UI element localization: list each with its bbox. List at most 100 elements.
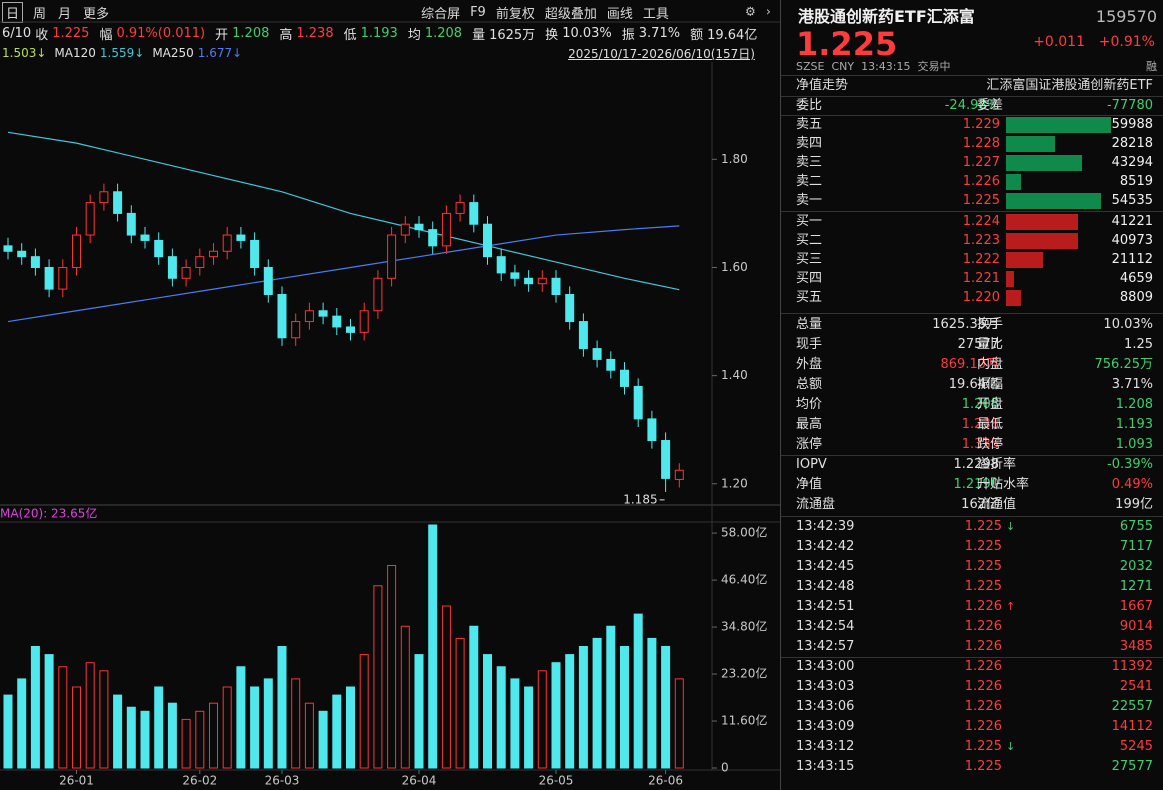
stat-label: 现手 (796, 337, 823, 352)
candle-body (44, 266, 54, 290)
volume-bar (17, 678, 27, 769)
change: +0.011 (1033, 34, 1085, 50)
volume-bar (455, 637, 465, 769)
book-label: 买二 (796, 233, 823, 248)
trade-price: 1.225 (964, 559, 1002, 574)
x-tick-label: 26-02 (182, 774, 217, 788)
volume-bar (332, 694, 342, 769)
info-value: 19.64亿 (707, 27, 758, 43)
period-tab[interactable]: 月 (58, 6, 72, 22)
low-label: 1.185 (623, 492, 657, 506)
x-tick-label: 26-01 (59, 774, 94, 788)
candle-body (414, 223, 424, 231)
volume-bar (537, 670, 547, 769)
candle-body (332, 315, 342, 328)
volume-bar (236, 666, 246, 769)
volume-bar (99, 670, 109, 769)
stat-label: IOPV (796, 457, 827, 472)
candle-body (318, 310, 328, 317)
trade-volume: 22557 (1111, 699, 1153, 714)
trade-volume: 1271 (1119, 579, 1153, 594)
period-tab[interactable]: 更多 (83, 6, 110, 22)
volume-bar (1006, 290, 1022, 306)
info-label: 收 (35, 27, 49, 43)
y-tick-label: 1.60 (721, 260, 748, 274)
volume-bar (1006, 271, 1015, 287)
trade-volume: 1667 (1119, 599, 1153, 614)
candle-body (633, 385, 643, 420)
book-volume: 54535 (1111, 193, 1153, 208)
trade-time: 13:42:48 (796, 579, 855, 594)
tool-button[interactable]: F9 (470, 4, 486, 20)
volume-bar (633, 613, 643, 769)
info-value: 1.208 (232, 25, 270, 41)
diff-label: 委差 (977, 98, 1004, 113)
y-tick-label: 1.80 (721, 152, 748, 166)
volume-bar (304, 702, 314, 769)
tool-button[interactable]: 工具 (642, 6, 669, 22)
divider (781, 313, 1163, 314)
candle-body (195, 256, 205, 268)
stat-label: 外盘 (796, 357, 823, 372)
trade-arrow: ↓ (1006, 740, 1016, 753)
volume-bar (469, 625, 479, 769)
candle-body (496, 256, 506, 274)
trade-volume: 3485 (1119, 639, 1153, 654)
trade-time: 13:43:09 (796, 719, 855, 734)
trade-price: 1.225 (964, 519, 1002, 534)
book-price: 1.222 (962, 252, 1000, 267)
info-label: 6/10 (2, 25, 32, 41)
candle-body (661, 440, 671, 479)
info-label: 均 (407, 27, 421, 43)
book-volume: 28218 (1111, 136, 1153, 151)
candle-body (167, 256, 177, 279)
candle-body (236, 234, 246, 241)
volume-bar (647, 637, 657, 769)
volume-bar (483, 654, 492, 769)
candle-body (387, 234, 397, 279)
volume-bar (428, 524, 438, 769)
stat-label: 换手 (977, 317, 1004, 332)
period-tab[interactable]: 周 (33, 6, 47, 22)
stat-label: 开盘 (977, 397, 1004, 412)
candle-body (209, 250, 218, 258)
tool-button[interactable]: 画线 (606, 6, 633, 22)
collapse-icon[interactable]: › (766, 5, 771, 19)
candle-body (469, 202, 479, 225)
book-price: 1.227 (962, 155, 1000, 170)
tool-button[interactable]: 超级叠加 (544, 6, 597, 22)
info-value: 1.208 (424, 25, 463, 41)
candle-body (578, 321, 588, 350)
volume-bar (30, 646, 40, 769)
book-label: 卖二 (796, 174, 823, 189)
stat-label: 最低 (977, 417, 1004, 432)
volume-bar (496, 666, 506, 769)
volume-bar (592, 637, 602, 769)
candle-body (250, 239, 260, 268)
volume-bar (524, 686, 534, 769)
candle-body (400, 223, 410, 236)
quote-panel: 港股通创新药ETF汇添富 159570 1.225 +0.011 +0.91% SZSE … (781, 0, 1163, 790)
info-value: 10.03% (562, 25, 612, 41)
chart-panel: 日周月更多 综合屏 F9 前复权 超级叠加 画线 工具 6/10 收 1.225 幅 0.91%(0… (0, 0, 781, 790)
ma-value: 1.503↓ (2, 46, 47, 60)
tool-button[interactable]: 前复权 (495, 6, 535, 22)
ma-value: 1.559↓ (99, 46, 145, 60)
info-label: 幅 (99, 27, 113, 43)
tool-button[interactable]: 综合屏 (421, 6, 461, 22)
trade-time: 13:43:06 (796, 699, 855, 714)
candle-body (263, 266, 273, 296)
trade-volume: 14112 (1111, 719, 1153, 734)
change-pct: +0.91% (1098, 34, 1155, 50)
candle-body (181, 266, 191, 279)
candle-body (85, 202, 95, 236)
candle-body (510, 272, 520, 279)
info-label: 开 (215, 27, 229, 43)
settings-icon[interactable]: ⚙ (745, 5, 756, 19)
stat-label: 跌停 (977, 437, 1004, 452)
nav-tab[interactable]: 净值走势 (796, 78, 849, 93)
volume-bar (72, 686, 81, 769)
book-label: 卖三 (796, 155, 823, 170)
stat-value: 1.2190 (953, 477, 1000, 492)
candle-body (606, 358, 616, 371)
